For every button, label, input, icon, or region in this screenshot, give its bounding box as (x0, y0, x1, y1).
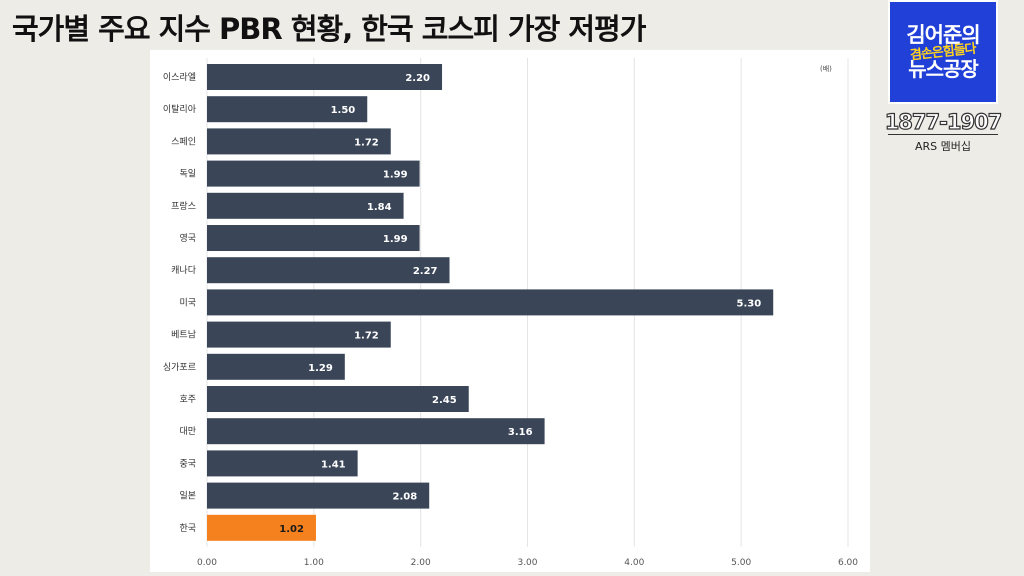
bar-value-label: 1.84 (367, 202, 392, 213)
bar-value-label: 2.27 (413, 266, 438, 277)
bar-value-label: 1.41 (321, 459, 346, 470)
pbr-chart: 0.00 1.00 2.00 3.00 4.00 5.00 6.00 이스라엘 2.20 이탈리아… (150, 50, 870, 572)
bar (207, 225, 420, 251)
y-category-label: 싱가포르 (163, 362, 196, 373)
bar (207, 386, 469, 412)
bar-value-label: 1.99 (383, 234, 408, 245)
y-category-label: 베트남 (171, 330, 196, 341)
bar (207, 450, 358, 477)
phone-number: 1877-1907 (884, 109, 1003, 134)
y-category-label: 프랑스 (171, 200, 196, 212)
bar-value-label: 1.50 (331, 105, 356, 116)
bar-chart-svg: 0.00 1.00 2.00 3.00 4.00 5.00 6.00 이스라엘 2.20 이탈리아… (163, 58, 858, 568)
ars-label: ARS 멤버십 (914, 140, 971, 153)
bar-value-label: 1.29 (308, 363, 333, 374)
x-tick-label: 3.00 (517, 558, 537, 568)
divider (888, 134, 998, 135)
y-category-label: 영국 (179, 233, 196, 244)
bar-value-label: 1.72 (354, 137, 379, 148)
bar-value-label: 2.45 (432, 395, 457, 406)
x-tick-label: 4.00 (624, 558, 644, 568)
y-category-label: 독일 (179, 169, 196, 180)
y-category-label: 이탈리아 (163, 104, 197, 115)
y-category-label: 일본 (179, 491, 196, 502)
y-category-label: 호주 (179, 394, 196, 405)
bar-value-label: 1.99 (383, 170, 408, 181)
bar-value-label: 3.16 (508, 427, 533, 438)
y-category-label: 미국 (179, 297, 196, 308)
bar-value-label: 2.20 (405, 73, 430, 84)
bar (207, 192, 404, 219)
y-category-label: 대만 (179, 426, 196, 437)
x-tick-label: 6.00 (838, 558, 858, 568)
bar (207, 482, 430, 509)
y-category-label: 스페인 (171, 136, 196, 147)
x-tick-label: 5.00 (731, 558, 751, 568)
program-logo: 김어준의 겸손은힘들다 뉴스공장 (888, 0, 998, 104)
x-tick-label: 2.00 (411, 558, 431, 568)
bar-value-label: 2.08 (393, 492, 418, 503)
y-category-label: 캐나다 (171, 265, 197, 276)
unit-label: (배) (820, 65, 832, 73)
bar (207, 353, 345, 380)
logo-line-1: 김어준의 (906, 22, 980, 47)
x-tick-label: 1.00 (304, 558, 324, 568)
bar (207, 514, 316, 541)
bar (207, 289, 774, 316)
bar-value-label: 1.72 (354, 331, 379, 342)
bar-value-label: 5.30 (737, 298, 762, 309)
bar (207, 321, 391, 348)
bar (207, 96, 368, 123)
bar (207, 128, 391, 155)
bar (207, 257, 450, 284)
bar (207, 418, 545, 445)
logo-line-3: 뉴스공장 (908, 57, 979, 82)
x-tick-label: 0.00 (197, 558, 217, 568)
y-category-label: 중국 (179, 458, 196, 469)
y-category-label: 한국 (179, 523, 196, 534)
y-category-label: 이스라엘 (163, 72, 196, 83)
bar-value-label: 1.02 (279, 524, 304, 535)
bar (207, 160, 420, 187)
page-title: 국가별 주요 지수 PBR 현황, 한국 코스피 가장 저평가 (12, 12, 646, 46)
bar (207, 64, 443, 90)
